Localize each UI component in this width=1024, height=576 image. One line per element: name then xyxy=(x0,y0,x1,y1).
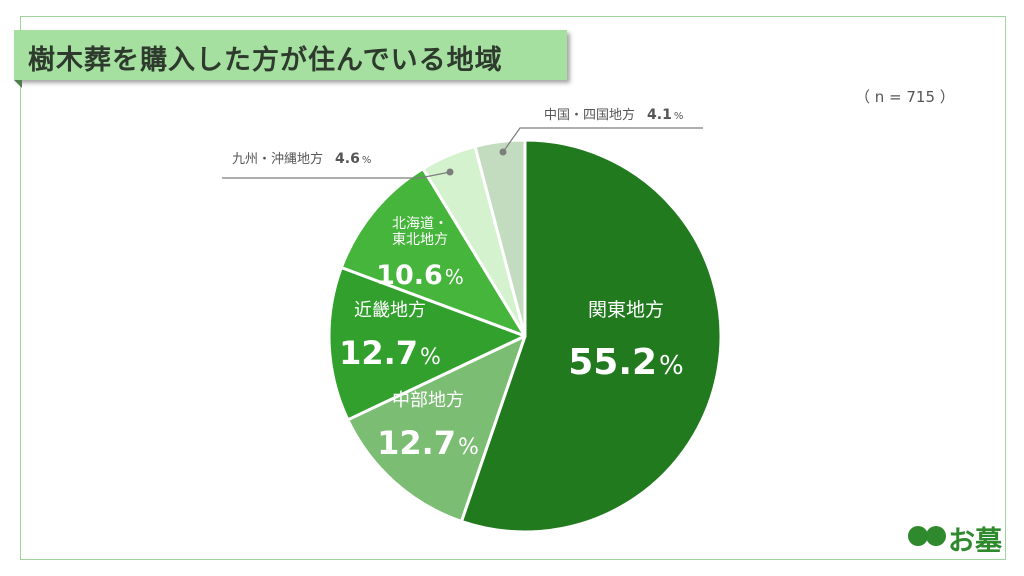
pie-slice xyxy=(473,138,527,338)
leader-dot xyxy=(499,148,507,156)
slice-value-label: 12.7% xyxy=(339,334,441,372)
slice-value-label: 12.7% xyxy=(377,424,479,462)
chart-title: 樹木葬を購入した方が住んでいる地域 xyxy=(28,45,503,76)
slice-value-label: 55.2% xyxy=(568,342,684,383)
logo-text: お墓 xyxy=(948,526,1002,557)
leader-line xyxy=(502,127,703,153)
slice-value-label: 10.6% xyxy=(376,260,464,291)
slice-label: 関東地方 xyxy=(588,299,664,321)
slice-label: 近畿地方 xyxy=(354,300,426,321)
slice-label: 東北地方 xyxy=(392,232,448,248)
slice-label: 北海道・ xyxy=(392,216,448,232)
title-banner xyxy=(14,30,567,80)
sample-size-note: （ n = 715 ） xyxy=(855,88,955,106)
slice-callout-label: 中国・四国地方 4.1% xyxy=(544,107,683,123)
brand-logo: お墓 xyxy=(908,518,1002,557)
ii-circles-icon xyxy=(908,526,928,546)
leader-line xyxy=(222,171,451,179)
leader-dot xyxy=(446,168,454,176)
slice-label: 中部地方 xyxy=(392,390,464,411)
title-banner-fold xyxy=(14,80,22,88)
pie-slice xyxy=(339,167,527,338)
chart-frame xyxy=(20,16,1006,560)
pie-slice xyxy=(327,266,527,422)
ii-circles-icon xyxy=(926,526,946,546)
pie-slice xyxy=(346,334,527,523)
slice-callout-label: 九州・沖縄地方 4.6% xyxy=(232,151,371,167)
